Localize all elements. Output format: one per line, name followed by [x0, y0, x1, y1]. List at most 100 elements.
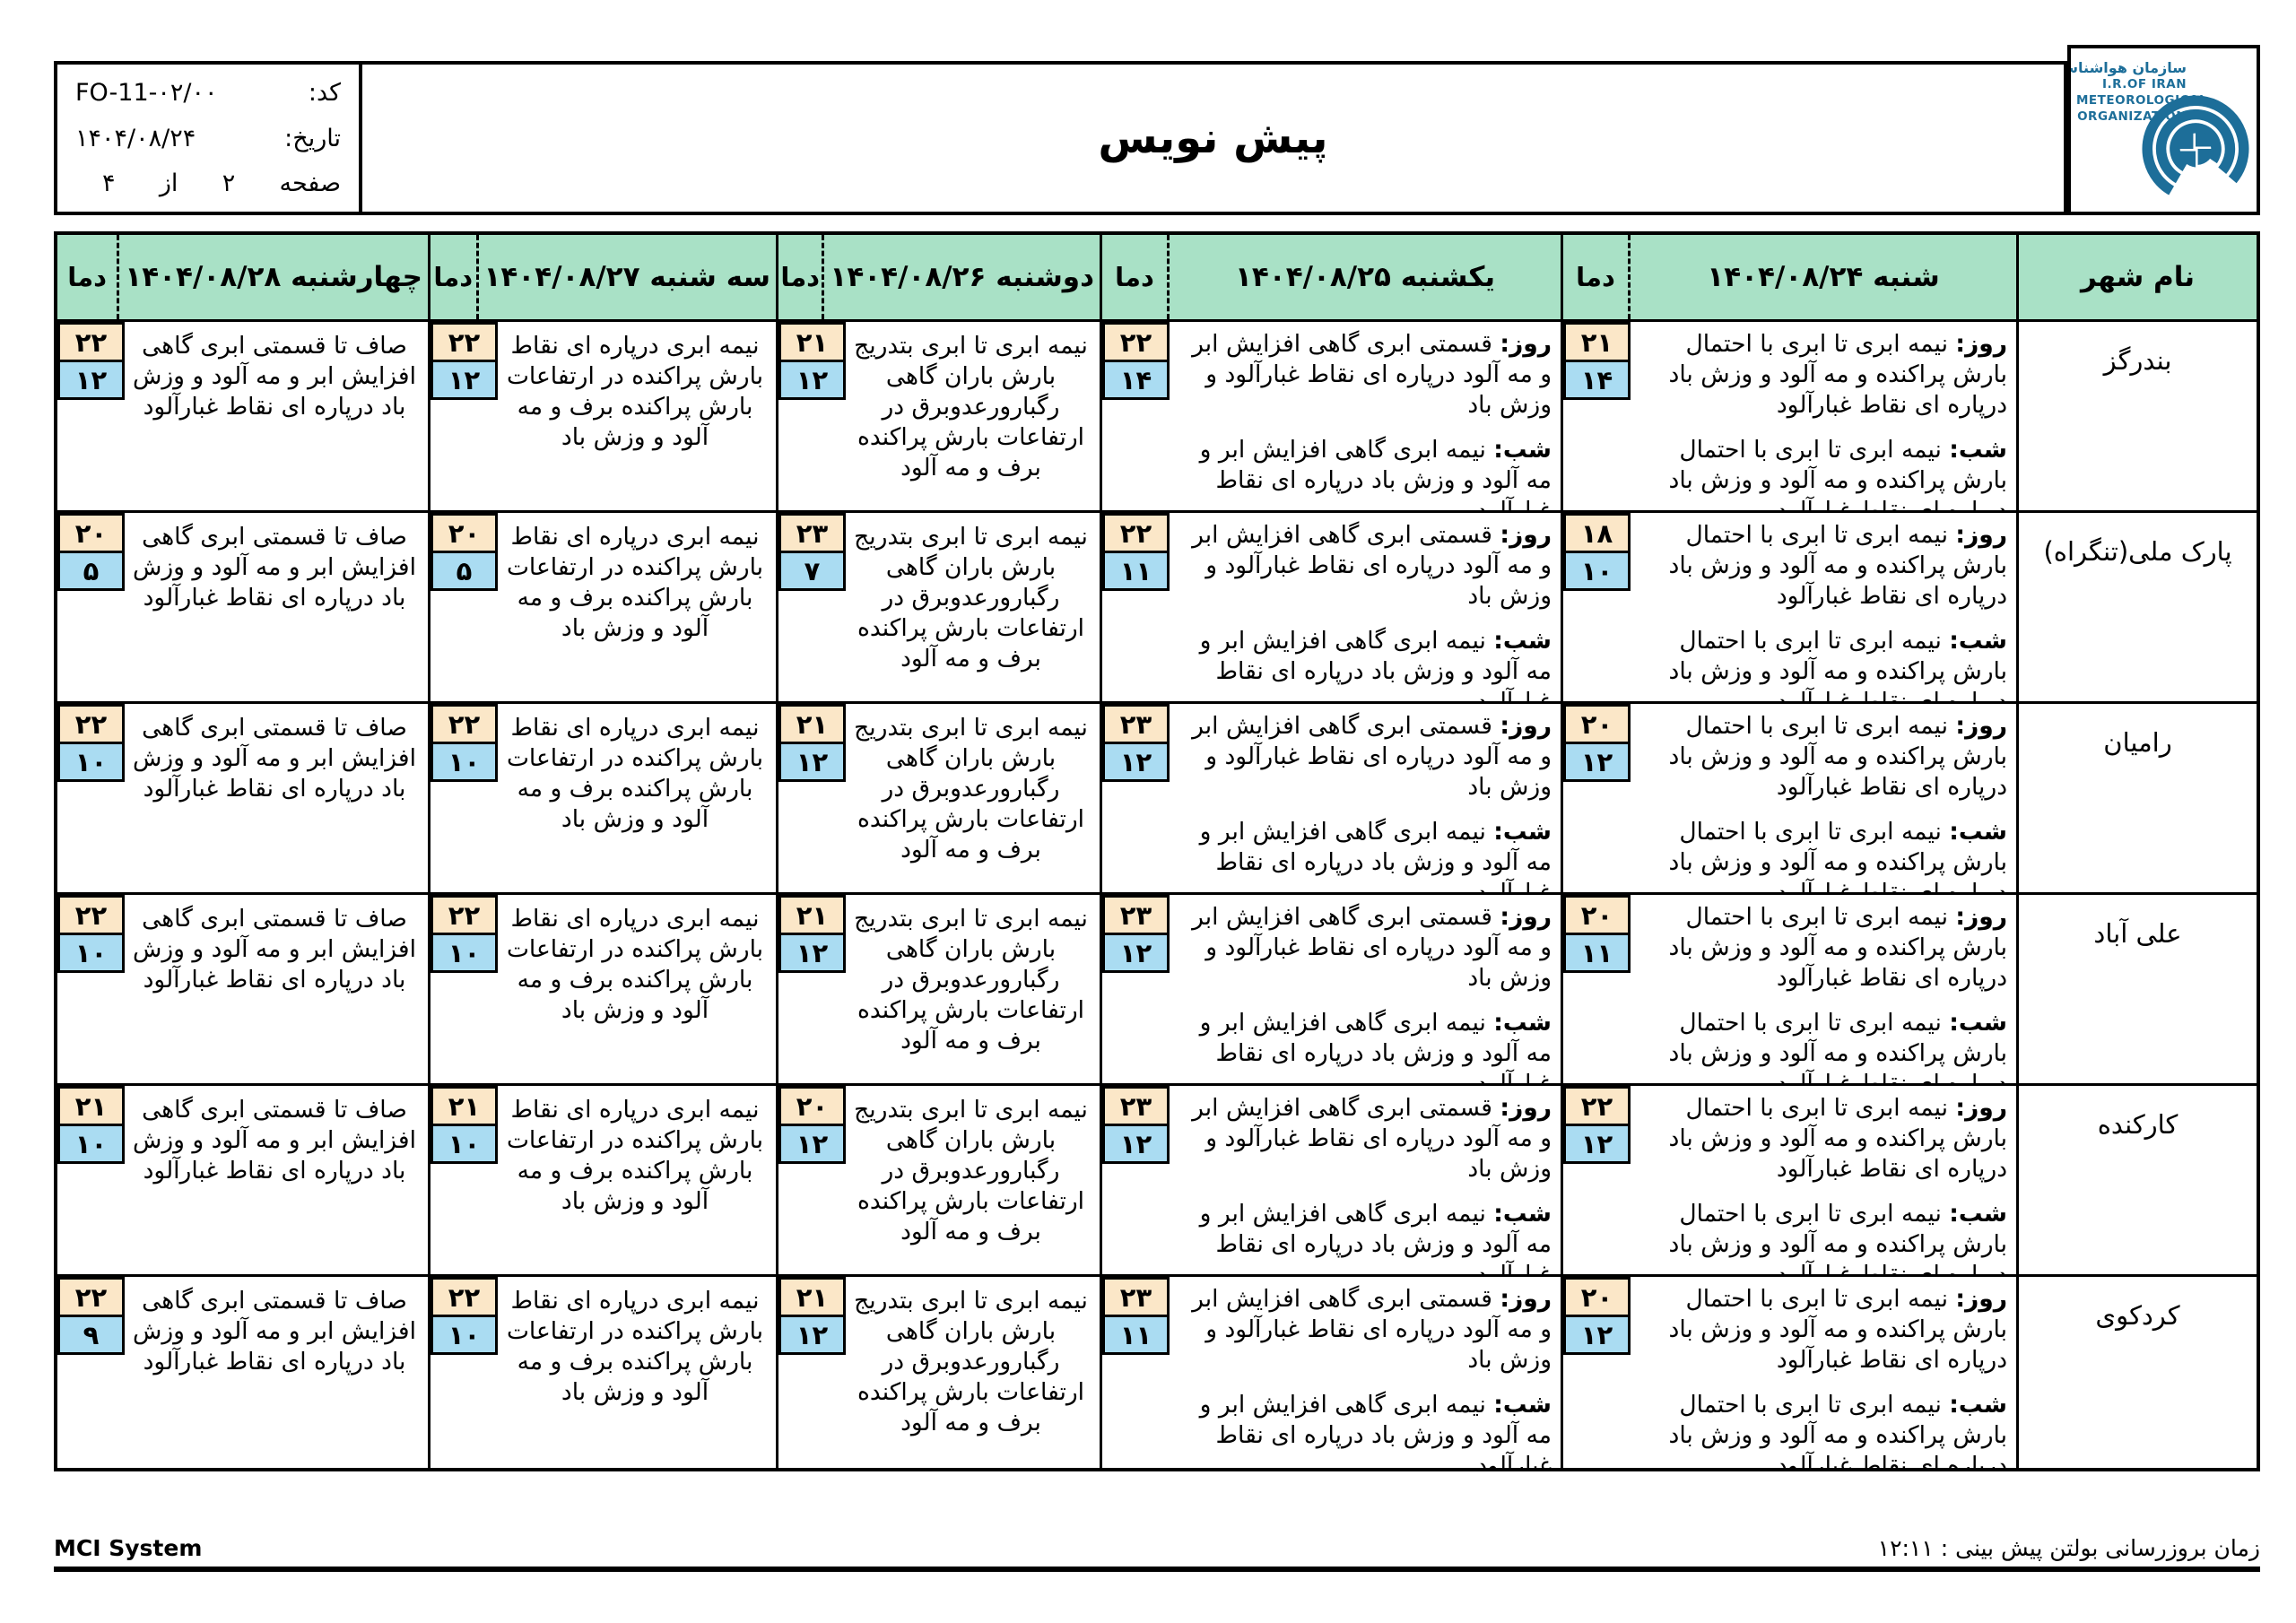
day-forecast: روز: نیمه ابری تا ابری با احتمال بارش پر…	[1668, 1094, 2007, 1183]
forecast-cell-sun: ۲۳ ۱۲ روز: قسمتی ابری گاهی افزایش ابر و …	[1100, 895, 1561, 1086]
min-temp-value: ۱۲	[778, 742, 846, 782]
temp-subheader: دما	[430, 235, 479, 319]
max-temp-value: ۲۱	[430, 1086, 498, 1126]
temperature-boxes: ۲۳ ۱۲	[1102, 895, 1170, 1083]
forecast-text: روز: قسمتی ابری گاهی افزایش ابر و مه آلو…	[1170, 704, 1561, 892]
day-forecast: روز: قسمتی ابری گاهی افزایش ابر و مه آلو…	[1192, 1285, 1552, 1374]
forecast-cell-mon: ۲۱ ۱۲ نیمه ابری تا ابری بتدریج بارش بارا…	[776, 322, 1100, 513]
forecast-text: روز: نیمه ابری تا ابری با احتمال بارش پر…	[1631, 513, 2016, 701]
all-day-forecast: صاف تا قسمتی ابری گاهی افزایش ابر و مه آ…	[133, 905, 416, 994]
max-temp-value: ۲۱	[1563, 322, 1631, 362]
temperature-boxes: ۲۰ ۱۲	[1563, 704, 1631, 892]
max-temp-value: ۲۲	[430, 1277, 498, 1317]
max-temp-value: ۲۰	[1563, 1277, 1631, 1317]
page-label: صفحه	[279, 169, 342, 197]
min-temp-value: ۱۲	[1563, 742, 1631, 782]
temperature-boxes: ۲۲ ۱۰	[430, 1277, 498, 1468]
day-header-label: دوشنبه ۱۴۰۴/۰۸/۲۶	[830, 261, 1094, 293]
forecast-text: صاف تا قسمتی ابری گاهی افزایش ابر و مه آ…	[125, 895, 428, 1083]
min-temp-value: ۱۰	[430, 933, 498, 973]
min-temp-value: ۱۴	[1563, 360, 1631, 400]
city-name: علی آباد	[2093, 918, 2182, 949]
page-number: ۲	[222, 169, 236, 197]
temp-subheader: دما	[1563, 235, 1631, 319]
code-label: کد:	[308, 79, 341, 107]
city-column-header: نام شهر	[2016, 235, 2257, 322]
forecast-text: روز: نیمه ابری تا ابری با احتمال بارش پر…	[1631, 1086, 2016, 1274]
night-forecast: شب: نیمه ابری تا ابری با احتمال بارش پرا…	[1668, 1390, 2007, 1468]
forecast-cell-tue: ۲۱ ۱۰ نیمه ابری درپاره ای نقاط بارش پراک…	[428, 1086, 776, 1277]
forecast-cell-mon: ۲۱ ۱۲ نیمه ابری تا ابری بتدریج بارش بارا…	[776, 895, 1100, 1086]
forecast-cell-sat: ۲۱ ۱۴ روز: نیمه ابری تا ابری با احتمال ب…	[1561, 322, 2016, 513]
max-temp-value: ۲۳	[1102, 1086, 1170, 1126]
city-name-cell: کارکنده	[2016, 1086, 2257, 1277]
min-temp-value: ۱۲	[778, 933, 846, 973]
day-forecast: روز: نیمه ابری تا ابری با احتمال بارش پر…	[1668, 712, 2007, 801]
forecast-text: نیمه ابری تا ابری بتدریج بارش باران گاهی…	[846, 322, 1100, 510]
table-body: بندرگز ۲۱ ۱۴ روز: نیمه ابری تا ابری با ا…	[57, 322, 2257, 1468]
min-temp-value: ۱۱	[1102, 551, 1170, 591]
max-temp-value: ۲۲	[430, 704, 498, 744]
min-temp-value: ۱۲	[778, 1124, 846, 1164]
min-temp-value: ۷	[778, 551, 846, 591]
forecast-cell-wed: ۲۰ ۵ صاف تا قسمتی ابری گاهی افزایش ابر و…	[57, 513, 428, 704]
forecast-cell-tue: ۲۲ ۱۲ نیمه ابری درپاره ای نقاط بارش پراک…	[428, 322, 776, 513]
temperature-boxes: ۲۲ ۱۰	[430, 704, 498, 892]
night-forecast: شب: نیمه ابری تا ابری با احتمال بارش پرا…	[1668, 1199, 2007, 1274]
forecast-text: صاف تا قسمتی ابری گاهی افزایش ابر و مه آ…	[125, 322, 428, 510]
day-forecast: روز: نیمه ابری تا ابری با احتمال بارش پر…	[1668, 330, 2007, 419]
forecast-cell-sat: ۱۸ ۱۰ روز: نیمه ابری تا ابری با احتمال ب…	[1561, 513, 2016, 704]
table-row: کارکنده ۲۲ ۱۲ روز: نیمه ابری تا ابری با …	[57, 1086, 2257, 1277]
day-forecast: روز: قسمتی ابری گاهی افزایش ابر و مه آلو…	[1192, 712, 1552, 801]
night-forecast: شب: نیمه ابری گاهی افزایش ابر و مه آلود …	[1199, 1390, 1552, 1468]
update-time-line: زمان بروزرسانی بولتن پیش بینی : ۱۲:۱۱	[1878, 1535, 2260, 1561]
forecast-cell-tue: ۲۲ ۱۰ نیمه ابری درپاره ای نقاط بارش پراک…	[428, 895, 776, 1086]
min-temp-value: ۱۲	[1102, 933, 1170, 973]
min-temp-value: ۱۰	[430, 1124, 498, 1164]
temperature-boxes: ۲۰ ۱۲	[1563, 1277, 1631, 1468]
forecast-cell-tue: ۲۲ ۱۰ نیمه ابری درپاره ای نقاط بارش پراک…	[428, 704, 776, 895]
temperature-boxes: ۲۳ ۱۱	[1102, 1277, 1170, 1468]
night-forecast: شب: نیمه ابری تا ابری با احتمال بارش پرا…	[1668, 1008, 2007, 1083]
date-line: تاریخ: ۱۴۰۴/۰۸/۲۴	[75, 125, 341, 152]
night-forecast: شب: نیمه ابری تا ابری با احتمال بارش پرا…	[1668, 626, 2007, 701]
day-header-label: یکشنبه ۱۴۰۴/۰۸/۲۵	[1234, 261, 1496, 293]
forecast-text: روز: نیمه ابری تا ابری با احتمال بارش پر…	[1631, 895, 2016, 1083]
forecast-cell-sun: ۲۲ ۱۴ روز: قسمتی ابری گاهی افزایش ابر و …	[1100, 322, 1561, 513]
max-temp-value: ۲۱	[57, 1086, 125, 1126]
logo-en-line1: I.R.OF IRAN	[2102, 77, 2187, 91]
min-temp-value: ۱۲	[778, 1315, 846, 1355]
all-day-forecast: صاف تا قسمتی ابری گاهی افزایش ابر و مه آ…	[133, 523, 416, 612]
forecast-cell-wed: ۲۲ ۱۰ صاف تا قسمتی ابری گاهی افزایش ابر …	[57, 704, 428, 895]
max-temp-value: ۲۱	[778, 1277, 846, 1317]
all-day-forecast: نیمه ابری تا ابری بتدریج بارش باران گاهی…	[854, 1287, 1088, 1436]
forecast-text: نیمه ابری درپاره ای نقاط بارش پراکنده در…	[498, 704, 776, 892]
forecast-text: نیمه ابری تا ابری بتدریج بارش باران گاهی…	[846, 1086, 1100, 1274]
day-column-header-mon: دما دوشنبه ۱۴۰۴/۰۸/۲۶	[776, 235, 1100, 322]
forecast-text: نیمه ابری درپاره ای نقاط بارش پراکنده در…	[498, 1086, 776, 1274]
forecast-cell-sat: ۲۰ ۱۲ روز: نیمه ابری تا ابری با احتمال ب…	[1561, 1277, 2016, 1468]
min-temp-value: ۱۱	[1102, 1315, 1170, 1355]
min-temp-value: ۱۰	[430, 742, 498, 782]
temperature-boxes: ۲۱ ۱۲	[778, 1277, 846, 1468]
max-temp-value: ۲۲	[57, 322, 125, 362]
all-day-forecast: نیمه ابری درپاره ای نقاط بارش پراکنده در…	[506, 905, 764, 1024]
max-temp-value: ۲۲	[1102, 513, 1170, 553]
forecast-cell-mon: ۲۰ ۱۲ نیمه ابری تا ابری بتدریج بارش بارا…	[776, 1086, 1100, 1277]
organization-logo: سازمان هواشناسی کشور I.R.OF IRAN METEORO…	[2067, 45, 2260, 215]
day-header-label: چهارشنبه ۱۴۰۴/۰۸/۲۸	[125, 261, 422, 293]
max-temp-value: ۲۱	[778, 895, 846, 935]
temperature-boxes: ۲۱ ۱۲	[778, 895, 846, 1083]
min-temp-value: ۵	[57, 551, 125, 591]
city-name: بندرگز	[2103, 345, 2172, 376]
forecast-cell-sat: ۲۰ ۱۱ روز: نیمه ابری تا ابری با احتمال ب…	[1561, 895, 2016, 1086]
table-row: کردکوی ۲۰ ۱۲ روز: نیمه ابری تا ابری با ا…	[57, 1277, 2257, 1468]
spiral-logo-icon	[2142, 95, 2249, 203]
min-temp-value: ۵	[430, 551, 498, 591]
forecast-text: نیمه ابری درپاره ای نقاط بارش پراکنده در…	[498, 513, 776, 701]
forecast-text: روز: قسمتی ابری گاهی افزایش ابر و مه آلو…	[1170, 1277, 1561, 1468]
forecast-cell-tue: ۲۲ ۱۰ نیمه ابری درپاره ای نقاط بارش پراک…	[428, 1277, 776, 1468]
forecast-cell-sun: ۲۳ ۱۲ روز: قسمتی ابری گاهی افزایش ابر و …	[1100, 704, 1561, 895]
day-column-header-sun: دما یکشنبه ۱۴۰۴/۰۸/۲۵	[1100, 235, 1561, 322]
